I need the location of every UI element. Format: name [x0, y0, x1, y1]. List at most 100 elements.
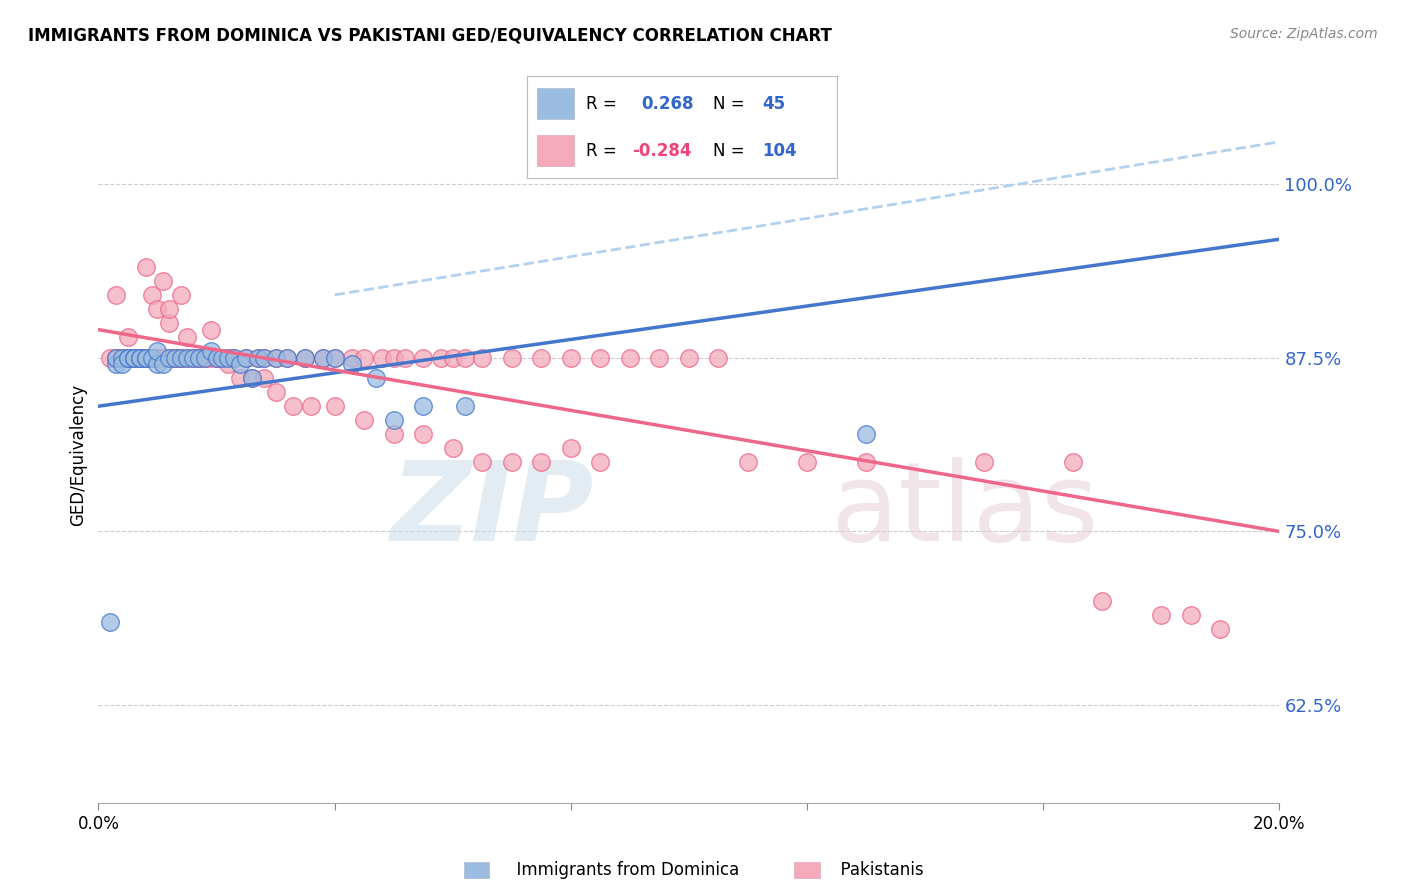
Point [253, 351, 276, 365]
Point [323, 351, 346, 365]
Point [973, 455, 995, 469]
Point [276, 351, 298, 365]
Text: IMMIGRANTS FROM DOMINICA VS PAKISTANI GED/EQUIVALENCY CORRELATION CHART: IMMIGRANTS FROM DOMINICA VS PAKISTANI GE… [28, 27, 832, 45]
Bar [537, 88, 574, 119]
Point [181, 351, 204, 365]
Point [382, 351, 405, 365]
Point [1150, 607, 1173, 622]
Text: atlas: atlas [831, 457, 1099, 564]
Point [1209, 622, 1232, 636]
Point [264, 351, 287, 365]
Point [1091, 594, 1114, 608]
Text: R =: R = [586, 95, 617, 112]
Point [394, 351, 416, 365]
Point [737, 455, 759, 469]
Point [217, 358, 239, 372]
Point [1062, 455, 1084, 469]
Point [194, 351, 217, 365]
Point [353, 413, 375, 427]
Point [530, 455, 553, 469]
Point [170, 351, 193, 365]
Point [187, 351, 209, 365]
Point [589, 455, 612, 469]
Point [501, 455, 523, 469]
Point [176, 329, 198, 343]
Text: 104: 104 [762, 142, 797, 160]
Point [453, 399, 475, 413]
Point [122, 351, 145, 365]
Point [648, 351, 671, 365]
Point [170, 351, 193, 365]
Point [122, 351, 145, 365]
Bar [537, 136, 574, 166]
Point [1180, 607, 1202, 622]
Point [128, 351, 150, 365]
Point [501, 351, 523, 365]
Point [187, 351, 209, 365]
Point [117, 351, 139, 365]
Point [98, 615, 121, 629]
Point [117, 351, 139, 365]
Point [235, 351, 257, 365]
Point [135, 351, 157, 365]
Point [122, 351, 145, 365]
Point [441, 351, 464, 365]
Point [589, 351, 612, 365]
Point [152, 274, 174, 288]
Point [194, 351, 217, 365]
Point [105, 351, 128, 365]
Point [146, 358, 169, 372]
Point [157, 301, 180, 316]
Point [165, 351, 187, 365]
Point [176, 351, 198, 365]
Point [135, 260, 157, 274]
Point [205, 351, 228, 365]
Point [111, 351, 134, 365]
Point [276, 351, 298, 365]
Point [141, 351, 163, 365]
Point [105, 351, 128, 365]
Point [187, 351, 209, 365]
Text: -0.284: -0.284 [633, 142, 692, 160]
Point [122, 351, 145, 365]
Point [353, 351, 375, 365]
Text: ZIP: ZIP [391, 457, 595, 564]
Point [707, 351, 730, 365]
Point [224, 351, 246, 365]
Point [141, 351, 163, 365]
Point [441, 441, 464, 455]
Point [855, 455, 877, 469]
Point [105, 351, 128, 365]
Point [283, 399, 305, 413]
Text: N =: N = [713, 142, 744, 160]
Point [117, 329, 139, 343]
Point [200, 351, 222, 365]
Point [211, 351, 233, 365]
Point [135, 351, 157, 365]
Text: N =: N = [713, 95, 744, 112]
Point [111, 351, 134, 365]
Point [294, 351, 316, 365]
Point [105, 288, 128, 302]
Text: Pakistanis: Pakistanis [830, 861, 924, 879]
Point [105, 358, 128, 372]
Point [240, 371, 263, 385]
Point [152, 358, 174, 372]
Point [128, 351, 150, 365]
Point [382, 427, 405, 442]
Point [205, 351, 228, 365]
Point [135, 351, 157, 365]
Point [117, 351, 139, 365]
Point [165, 351, 187, 365]
Y-axis label: GED/Equivalency: GED/Equivalency [69, 384, 87, 526]
Point [342, 351, 364, 365]
Point [264, 351, 287, 365]
Point [678, 351, 700, 365]
Point [560, 351, 582, 365]
Point [471, 351, 494, 365]
Point [98, 351, 121, 365]
Point [152, 351, 174, 365]
Text: Source: ZipAtlas.com: Source: ZipAtlas.com [1230, 27, 1378, 41]
Point [146, 301, 169, 316]
Point [111, 351, 134, 365]
